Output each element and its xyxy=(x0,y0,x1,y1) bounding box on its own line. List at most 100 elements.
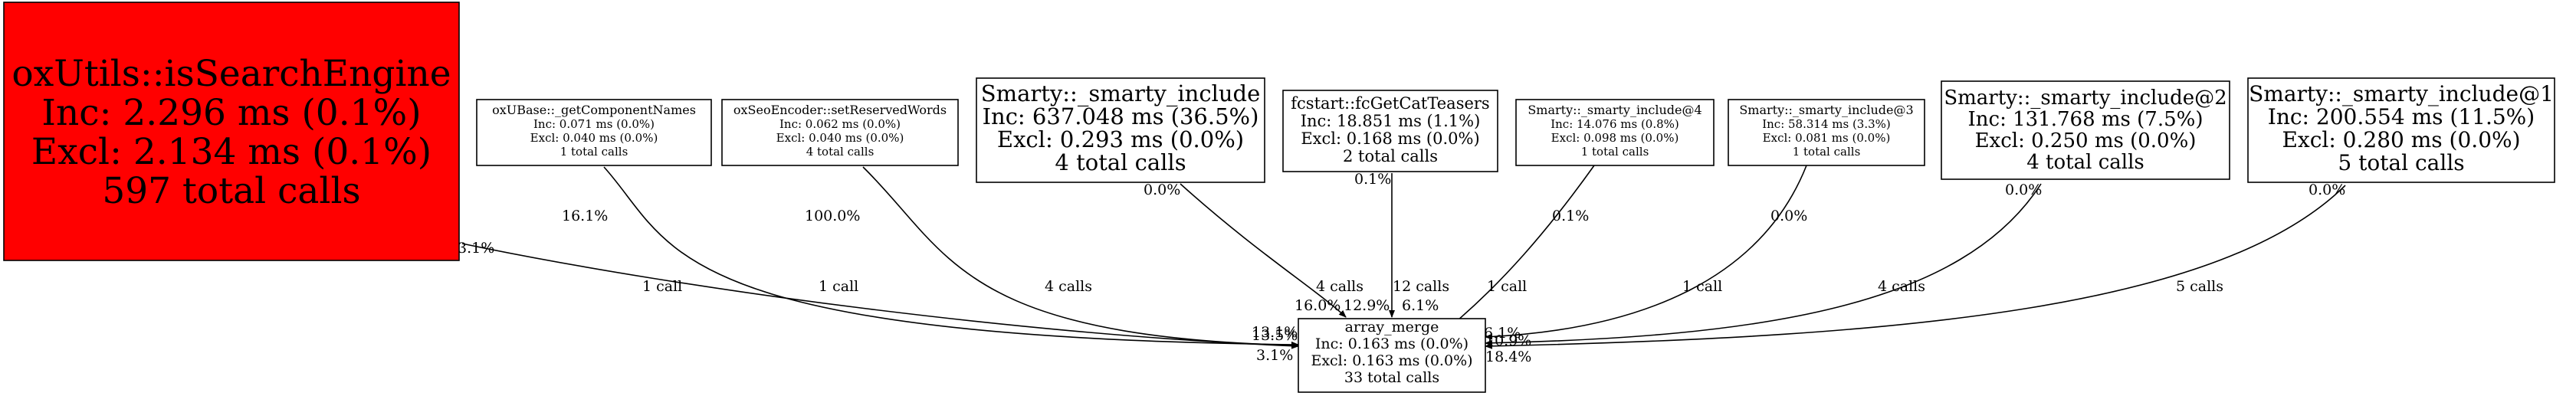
src-pct-setReservedWords: 100.0% xyxy=(805,208,860,224)
edge-smartyInclude3-to-array-merge xyxy=(1485,165,1807,340)
node-name: Smarty::_smarty_include@2 xyxy=(1944,87,2227,110)
node-name: Smarty::_smarty_include@3 xyxy=(1739,103,1913,117)
node-fcGetCatTeasers[interactable]: fcstart::fcGetCatTeasers Inc: 18.851 ms … xyxy=(1282,90,1498,172)
dst-pct-smartyInclude: 16.0% xyxy=(1295,297,1341,314)
node-calls: 2 total calls xyxy=(1343,147,1438,165)
edge-label-getComponentNames: 1 call xyxy=(819,278,858,295)
node-excl: Excl: 0.098 ms (0.0%) xyxy=(1551,131,1679,145)
node-box xyxy=(476,99,712,166)
node-inc: Inc: 2.296 ms (0.1%) xyxy=(41,92,421,134)
edge-label-isSearchEngine: 1 call xyxy=(642,278,682,295)
node-calls: 4 total calls xyxy=(1055,149,1186,175)
node-excl: Excl: 0.081 ms (0.0%) xyxy=(1763,131,1891,145)
node-inc: Inc: 131.768 ms (7.5%) xyxy=(1968,108,2204,131)
node-excl: Excl: 0.280 ms (0.0%) xyxy=(2282,127,2520,152)
dst-pct-getComponentNames: 13.5% xyxy=(1252,327,1298,344)
node-box xyxy=(1298,318,1486,393)
node-setReservedWords[interactable]: oxSeoEncoder::setReservedWords Inc: 0.06… xyxy=(721,99,959,166)
node-name: Smarty::_smarty_include xyxy=(981,80,1261,107)
node-calls: 1 total calls xyxy=(1793,145,1861,159)
dst-pct-fcGetCatTeasers: 12.9% xyxy=(1344,297,1390,314)
node-calls: 4 total calls xyxy=(2026,151,2144,174)
node-calls: 5 total calls xyxy=(2338,150,2464,175)
node-inc: Inc: 0.062 ms (0.0%) xyxy=(779,117,901,131)
node-inc: Inc: 200.554 ms (11.5%) xyxy=(2268,104,2535,129)
edge-setReservedWords-to-array-merge xyxy=(862,166,1299,349)
src-pct-smartyInclude: 0.0% xyxy=(1144,182,1180,198)
node-calls: 4 total calls xyxy=(806,145,875,159)
dst-pct-smartyInclude4: 6.1% xyxy=(1402,297,1439,314)
dst-pct-isSearchEngine: 3.1% xyxy=(1256,347,1293,364)
dst-pct-smartyInclude2: 10.9% xyxy=(1485,332,1531,349)
edges xyxy=(461,165,2346,349)
node-box xyxy=(1941,80,2230,180)
edge-label-fcGetCatTeasers: 12 calls xyxy=(1393,278,1449,295)
node-excl: Excl: 0.250 ms (0.0%) xyxy=(1975,129,2197,152)
node-excl: Excl: 0.040 ms (0.0%) xyxy=(776,131,904,145)
node-inc: Inc: 14.076 ms (0.8%) xyxy=(1551,117,1679,131)
node-calls: 1 total calls xyxy=(560,145,628,159)
node-array-merge[interactable]: array_merge Inc: 0.163 ms (0.0%) Excl: 0… xyxy=(1298,318,1486,393)
node-name: oxUtils::isSearchEngine xyxy=(11,53,451,95)
edge-label-smartyInclude: 4 calls xyxy=(1316,278,1363,295)
node-excl: Excl: 0.293 ms (0.0%) xyxy=(997,126,1244,152)
edge-smartyInclude1-to-array-merge xyxy=(1485,185,2346,349)
node-smartyInclude4[interactable]: Smarty::_smarty_include@4 Inc: 14.076 ms… xyxy=(1515,99,1715,166)
node-box xyxy=(1515,99,1715,166)
node-name: oxUBase::_getComponentNames xyxy=(492,103,696,117)
node-box xyxy=(2247,77,2555,183)
edge-labels: 1 call 1 call 4 calls 4 calls 12 calls 1… xyxy=(642,278,2223,295)
dst-pct-smartyInclude3: 6.1% xyxy=(1484,325,1521,342)
node-box xyxy=(3,2,460,261)
node-box xyxy=(1282,90,1498,172)
src-pct-getComponentNames: 16.1% xyxy=(562,208,608,224)
node-smartyInclude1[interactable]: Smarty::_smarty_include@1 Inc: 200.554 m… xyxy=(2247,77,2555,183)
node-inc: Inc: 18.851 ms (1.1%) xyxy=(1301,112,1481,130)
destination-percentages: 13.1% 13.5% 3.1% 16.0% 12.9% 6.1% 6.1% 1… xyxy=(1252,297,1531,365)
node-inc: Inc: 0.163 ms (0.0%) xyxy=(1315,335,1468,352)
node-name: oxSeoEncoder::setReservedWords xyxy=(733,103,947,117)
src-pct-fcGetCatTeasers: 0.1% xyxy=(1354,171,1391,188)
node-getComponentNames[interactable]: oxUBase::_getComponentNames Inc: 0.071 m… xyxy=(476,99,712,166)
src-pct-smartyInclude4: 0.1% xyxy=(1552,208,1589,224)
node-box xyxy=(1728,99,1925,166)
node-excl: Excl: 2.134 ms (0.1%) xyxy=(31,131,432,173)
edge-label-setReservedWords: 4 calls xyxy=(1045,278,1092,295)
node-name: fcstart::fcGetCatTeasers xyxy=(1291,94,1489,113)
edge-smartyInclude-to-array-merge xyxy=(1180,183,1347,318)
src-pct-smartyInclude2: 0.0% xyxy=(2005,182,2042,198)
node-name: array_merge xyxy=(1345,319,1439,335)
node-excl: Excl: 0.168 ms (0.0%) xyxy=(1301,129,1479,148)
edge-label-smartyInclude3: 1 call xyxy=(1682,278,1722,295)
node-name: Smarty::_smarty_include@4 xyxy=(1528,103,1701,117)
node-excl: Excl: 0.040 ms (0.0%) xyxy=(530,131,658,145)
dst-pct-smartyInclude1: 18.4% xyxy=(1485,349,1531,365)
edge-label-smartyInclude2: 4 calls xyxy=(1878,278,1925,295)
node-calls: 597 total calls xyxy=(102,170,360,212)
edge-label-smartyInclude4: 1 call xyxy=(1487,278,1527,295)
edge-smartyInclude2-to-array-merge xyxy=(1485,183,2042,346)
src-pct-smartyInclude3: 0.0% xyxy=(1770,208,1807,224)
node-inc: Inc: 637.048 ms (36.5%) xyxy=(983,103,1259,129)
edge-isSearchEngine-to-array-merge xyxy=(461,243,1299,349)
src-pct-isSearchEngine: 3.1% xyxy=(458,240,494,257)
node-box xyxy=(721,99,959,166)
dst-pct-setReservedWords: 13.1% xyxy=(1252,324,1298,341)
source-percentages: 3.1% 16.1% 100.0% 0.0% 0.1% 0.1% 0.0% 0.… xyxy=(458,171,2345,257)
node-smartyInclude[interactable]: Smarty::_smarty_include Inc: 637.048 ms … xyxy=(976,77,1265,183)
node-excl: Excl: 0.163 ms (0.0%) xyxy=(1311,352,1472,369)
node-inc: Inc: 58.314 ms (3.3%) xyxy=(1762,117,1891,131)
edge-getComponentNames-to-array-merge xyxy=(603,166,1299,348)
node-name: Smarty::_smarty_include@1 xyxy=(2249,81,2554,106)
node-smartyInclude2[interactable]: Smarty::_smarty_include@2 Inc: 131.768 m… xyxy=(1941,80,2230,180)
edge-smartyInclude4-to-array-merge xyxy=(1446,165,1595,330)
edge-label-smartyInclude1: 5 calls xyxy=(2176,278,2223,295)
node-isSearchEngine[interactable]: oxUtils::isSearchEngine Inc: 2.296 ms (0… xyxy=(3,2,460,261)
src-pct-smartyInclude1: 0.0% xyxy=(2309,182,2345,198)
node-box xyxy=(976,77,1265,183)
node-smartyInclude3[interactable]: Smarty::_smarty_include@3 Inc: 58.314 ms… xyxy=(1728,99,1925,166)
node-calls: 1 total calls xyxy=(1581,145,1649,159)
node-inc: Inc: 0.071 ms (0.0%) xyxy=(533,117,655,131)
node-calls: 33 total calls xyxy=(1344,369,1439,386)
